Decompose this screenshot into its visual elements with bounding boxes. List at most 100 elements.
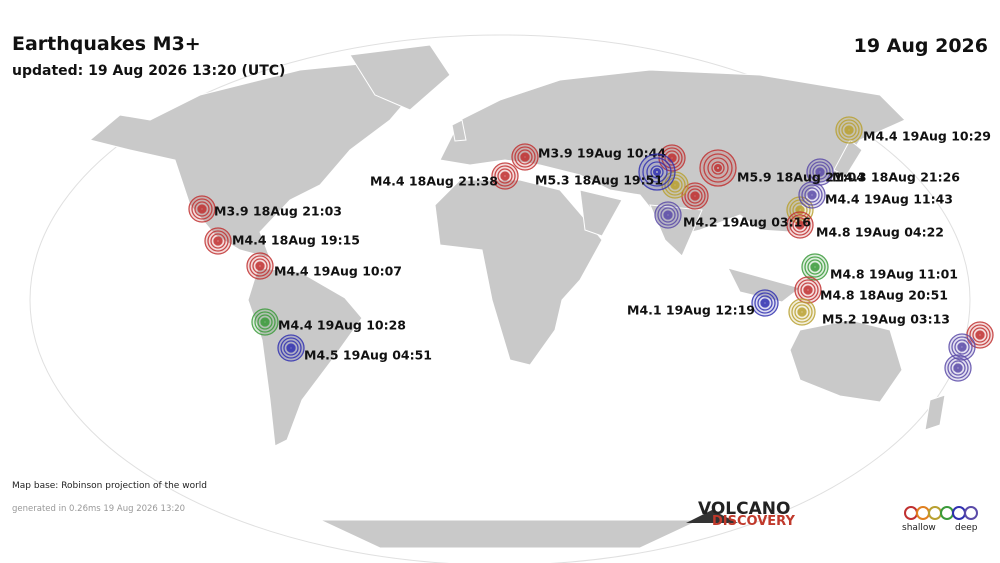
quake-marker [491,162,519,190]
ring [757,295,773,311]
ring [687,188,703,204]
quake-marker [204,227,232,255]
quake-label: M4.8 19Aug 04:22 [816,225,944,240]
ring [810,262,820,272]
quake-marker [188,195,216,223]
ring [801,253,829,281]
quake-label: M4.8 18Aug 20:51 [820,288,948,303]
ring [953,363,963,373]
ring [653,168,661,176]
ring [501,172,509,180]
ring [257,314,273,330]
ring [798,308,806,316]
ring [500,171,510,181]
ring [844,125,854,135]
ring [664,150,680,166]
ring [948,333,976,361]
ring [667,177,683,193]
ring [661,147,683,169]
ring [197,204,207,214]
ring [798,181,826,209]
ring [714,164,722,172]
quake-marker [681,182,709,210]
quake-marker [788,298,816,326]
quake-label: M4.4 18Aug 19:15 [232,233,360,248]
ring [249,255,271,277]
ring [788,298,816,326]
ring [517,149,533,165]
ring [950,360,966,376]
ring [951,336,973,358]
ring [751,289,779,317]
ring [668,154,676,162]
ring [254,311,276,333]
ring [191,198,213,220]
ring [792,217,808,233]
ring [958,343,966,351]
ring [797,307,807,317]
quake-marker [751,289,779,317]
quake-marker [511,143,539,171]
ring [811,263,819,271]
ring [256,262,264,270]
ring [703,153,733,183]
quakes: M4.4 19Aug 10:29 M4.3 18Aug 21:26 M4.4 19A… [188,116,994,382]
ring [691,192,699,200]
ring [796,221,804,229]
quake-marker [699,149,737,187]
ring [786,211,814,239]
quake-label: M4.1 19Aug 12:19 [627,303,755,318]
ring [969,324,991,346]
quake-marker [251,308,279,336]
ring [816,168,824,176]
quake-marker [794,276,822,304]
ring [808,191,816,199]
quake-label: M4.5 19Aug 04:51 [304,348,432,363]
ring [815,167,825,177]
date: 19 Aug 2026 [854,35,988,57]
ring [287,344,295,352]
title: Earthquakes M3+ [12,33,201,55]
ring [954,364,962,372]
updated: updated: 19 Aug 2026 13:20 (UTC) [12,63,285,79]
ring [789,214,811,236]
ring [957,342,967,352]
ring [944,354,972,382]
ring [954,339,970,355]
ring [261,318,269,326]
ring [497,168,513,184]
ring [664,211,672,219]
logo-line2: DISCOVERY [712,514,795,529]
ring [213,236,223,246]
ring [804,187,820,203]
ring [194,201,210,217]
ring [204,227,232,255]
ring [845,126,853,134]
ring [807,190,817,200]
ring [670,180,680,190]
ring [794,304,810,320]
ring [283,340,299,356]
ring [792,202,808,218]
quake-marker [948,333,976,361]
quake-marker [801,253,829,281]
ring [198,205,206,213]
quake-label: M4.4 19Aug 11:43 [825,192,953,207]
ring [754,292,776,314]
quake-marker [654,201,682,229]
ring [494,165,516,187]
ring [280,337,302,359]
ring [642,157,672,187]
logo-mark [686,510,738,523]
legend-shallow: shallow [902,523,936,533]
ring [699,149,737,187]
ring [246,252,274,280]
ring [838,119,860,141]
map-base: Map base: Robinson projection of the wor… [12,481,207,491]
ring [491,162,519,190]
ring [801,184,823,206]
ring [638,153,676,191]
ring [255,261,265,271]
depth-legend [904,506,978,520]
